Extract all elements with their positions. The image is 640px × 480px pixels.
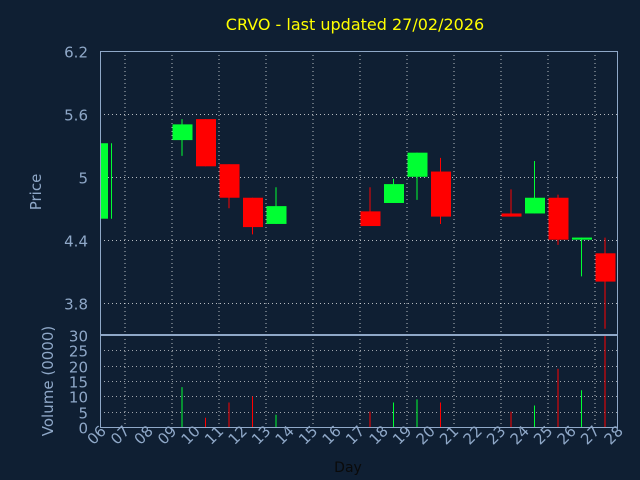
candle-body-25	[548, 197, 569, 240]
x-tick-label-07: 07	[107, 422, 133, 448]
x-tick-label-17: 17	[342, 422, 368, 448]
candle-body-12	[243, 197, 263, 228]
candle-body-27	[595, 253, 616, 282]
x-tick-label-16: 16	[319, 422, 345, 448]
volume-tick-label: 0	[78, 420, 88, 438]
x-tick-label-22: 22	[460, 422, 486, 448]
candle-body-09	[172, 124, 193, 141]
volume-tick-label: 10	[69, 389, 88, 407]
grid-layer	[100, 51, 617, 427]
candle-body-10	[196, 119, 216, 167]
candle-body-19	[407, 152, 428, 177]
price-tick-label: 3.8	[64, 296, 88, 314]
x-tick-label-23: 23	[483, 422, 509, 448]
price-tick-label: 4.4	[64, 233, 88, 251]
ticks-layer: 6.25.654.43.8302520151050060708091011121…	[64, 44, 627, 449]
candle-body-20	[431, 171, 451, 217]
candle-body-06	[101, 143, 108, 219]
chart-title: CRVO - last updated 27/02/2026	[226, 15, 484, 34]
volume-layer	[181, 335, 606, 427]
volume-tick-label: 15	[69, 374, 88, 392]
volume-tick-label: 20	[69, 359, 88, 377]
price-axis-label: Price	[27, 174, 45, 211]
volume-tick-label: 25	[69, 343, 88, 361]
candle-body-26	[572, 237, 592, 240]
candle-body-13	[266, 206, 287, 224]
price-tick-label: 5.6	[64, 107, 88, 125]
frame-layer	[100, 51, 618, 428]
candle-body-24	[525, 197, 545, 214]
volume-panel-frame	[100, 335, 618, 428]
x-tick-label-15: 15	[295, 422, 321, 448]
candle-body-23	[501, 213, 522, 217]
candle-body-17	[360, 211, 381, 227]
volume-tick-label: 5	[78, 405, 88, 423]
x-tick-label-08: 08	[131, 422, 157, 448]
volume-axis-label: Volume (0000)	[39, 326, 57, 436]
price-panel-frame	[100, 51, 618, 335]
candle-body-18	[384, 184, 404, 203]
candles-layer	[101, 119, 616, 329]
price-tick-label: 6.2	[64, 44, 88, 62]
candle-body-11	[219, 164, 240, 198]
x-tick-label-09: 09	[154, 422, 180, 448]
x-axis-label: Day	[334, 460, 362, 476]
price-tick-label: 5	[78, 170, 88, 188]
volume-tick-label: 30	[69, 328, 88, 346]
